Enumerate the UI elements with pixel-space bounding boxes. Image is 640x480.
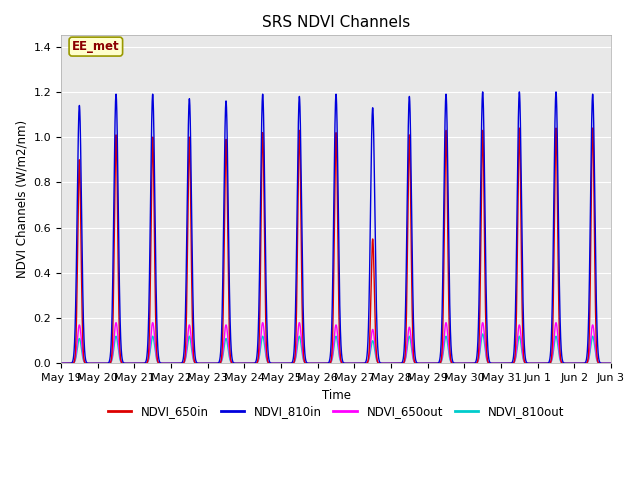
NDVI_650out (535, 360, 543, 366)
NDVI_810out (600, 360, 607, 366)
NDVI_810out (408, 349, 416, 355)
NDVI_650out (606, 360, 614, 366)
NDVI_810in (600, 360, 607, 366)
NDVI_810out (479, 331, 486, 337)
NDVI_810in (607, 360, 615, 366)
NDVI_810out (550, 342, 558, 348)
NDVI_810in (535, 360, 543, 366)
NDVI_810out (57, 360, 65, 366)
NDVI_810out (607, 360, 615, 366)
NDVI_650out (550, 333, 558, 338)
NDVI_650out (305, 360, 312, 366)
NDVI_810in (552, 89, 560, 95)
NDVI_810out (606, 360, 614, 366)
NDVI_810in (57, 360, 65, 366)
NDVI_810out (535, 360, 543, 366)
Y-axis label: NDVI Channels (W/m2/nm): NDVI Channels (W/m2/nm) (15, 120, 28, 278)
Legend: NDVI_650in, NDVI_810in, NDVI_650out, NDVI_810out: NDVI_650in, NDVI_810in, NDVI_650out, NDV… (103, 401, 569, 423)
NDVI_650in (600, 360, 607, 366)
Line: NDVI_810out: NDVI_810out (61, 334, 611, 363)
X-axis label: Time: Time (321, 389, 351, 402)
NDVI_650in (589, 125, 596, 131)
NDVI_810in (550, 169, 558, 175)
Line: NDVI_810in: NDVI_810in (61, 92, 611, 363)
NDVI_650in (535, 360, 543, 366)
NDVI_650in (607, 360, 615, 366)
NDVI_810in (606, 360, 614, 366)
NDVI_650out (112, 320, 120, 325)
NDVI_810in (305, 360, 312, 366)
Title: SRS NDVI Channels: SRS NDVI Channels (262, 15, 410, 30)
NDVI_650in (606, 360, 614, 366)
NDVI_650in (57, 360, 65, 366)
Line: NDVI_650in: NDVI_650in (61, 128, 611, 363)
NDVI_650in (408, 299, 416, 304)
NDVI_810out (305, 360, 312, 366)
Line: NDVI_650out: NDVI_650out (61, 323, 611, 363)
Text: EE_met: EE_met (72, 40, 120, 53)
NDVI_650out (408, 346, 416, 351)
NDVI_650in (550, 231, 558, 237)
NDVI_650in (305, 360, 312, 366)
NDVI_650out (600, 360, 607, 366)
NDVI_810in (408, 237, 416, 243)
NDVI_650out (57, 360, 65, 366)
NDVI_650out (607, 360, 615, 366)
